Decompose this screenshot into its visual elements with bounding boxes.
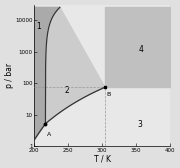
Text: 3: 3 [137,120,142,129]
Text: 2: 2 [64,86,69,95]
Polygon shape [45,7,105,124]
X-axis label: T / K: T / K [94,154,111,163]
Text: 1: 1 [37,23,41,31]
Text: A: A [48,132,52,137]
Y-axis label: p / bar: p / bar [5,63,14,88]
Polygon shape [34,7,60,140]
Text: B: B [106,92,111,97]
Text: 4: 4 [139,45,144,54]
